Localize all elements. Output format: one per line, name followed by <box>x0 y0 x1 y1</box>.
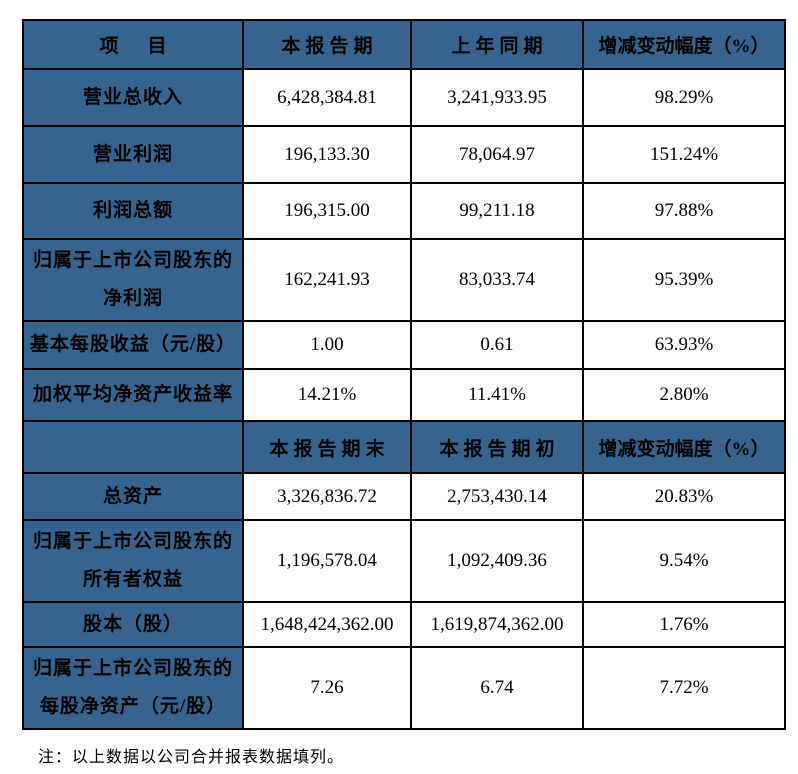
cell-value: 20.83% <box>582 472 786 521</box>
row-label-basic-eps: 基本每股收益（元/股） <box>22 320 244 370</box>
header-row-period: 项 目 本报告期 上年同期 增减变动幅度（%） <box>22 19 786 70</box>
footnote: 注：以上数据以公司合并报表数据填列。 <box>38 749 345 766</box>
cell-value: 1.76% <box>582 601 786 648</box>
table-row: 加权平均净资产收益率 14.21% 11.41% 2.80% <box>22 368 786 422</box>
cell-value: 2.80% <box>582 368 786 422</box>
cell-value: 6.74 <box>410 646 584 730</box>
cell-value: 83,033.74 <box>410 238 584 322</box>
cell-value: 99,211.18 <box>410 182 584 240</box>
row-label-net-profit-attributable: 归属于上市公司股东的 净利润 <box>22 238 244 322</box>
cell-value: 151.24% <box>582 125 786 184</box>
col-header-change-pct-2: 增减变动幅度（%） <box>582 420 786 474</box>
col-header-prior-period: 上年同期 <box>410 19 584 70</box>
table-row: 营业利润 196,133.30 78,064.97 151.24% <box>22 125 786 184</box>
cell-value: 14.21% <box>242 368 412 422</box>
cell-value: 3,326,836.72 <box>242 472 412 521</box>
row-label-operating-profit: 营业利润 <box>22 125 244 184</box>
cell-value: 0.61 <box>410 320 584 370</box>
cell-value: 7.72% <box>582 646 786 730</box>
row-label-share-capital: 股本（股） <box>22 601 244 648</box>
cell-value: 2,753,430.14 <box>410 472 584 521</box>
col-header-current-period: 本报告期 <box>242 19 412 70</box>
table-row: 股本（股） 1,648,424,362.00 1,619,874,362.00 … <box>22 601 786 648</box>
cell-value: 1.00 <box>242 320 412 370</box>
cell-value: 7.26 <box>242 646 412 730</box>
cell-value: 196,133.30 <box>242 125 412 184</box>
table-row: 归属于上市公司股东的 每股净资产（元/股） 7.26 6.74 7.72% <box>22 646 786 730</box>
cell-value: 98.29% <box>582 68 786 127</box>
cell-value: 3,241,933.95 <box>410 68 584 127</box>
table-row: 归属于上市公司股东的 所有者权益 1,196,578.04 1,092,409.… <box>22 519 786 603</box>
cell-value: 97.88% <box>582 182 786 240</box>
row-label-weighted-roe: 加权平均净资产收益率 <box>22 368 244 422</box>
table-row: 总资产 3,326,836.72 2,753,430.14 20.83% <box>22 472 786 521</box>
cell-value: 9.54% <box>582 519 786 603</box>
cell-value: 162,241.93 <box>242 238 412 322</box>
cell-value: 11.41% <box>410 368 584 422</box>
cell-value: 1,196,578.04 <box>242 519 412 603</box>
cell-value: 196,315.00 <box>242 182 412 240</box>
table-row: 归属于上市公司股东的 净利润 162,241.93 83,033.74 95.3… <box>22 238 786 322</box>
row-label-total-profit: 利润总额 <box>22 182 244 240</box>
cell-value: 1,619,874,362.00 <box>410 601 584 648</box>
cell-value: 63.93% <box>582 320 786 370</box>
cell-value: 6,428,384.81 <box>242 68 412 127</box>
col-header-item: 项 目 <box>22 19 244 70</box>
row-label-total-revenue: 营业总收入 <box>22 68 244 127</box>
header-row-balance: 本报告期末 本报告期初 增减变动幅度（%） <box>22 420 786 474</box>
cell-value: 78,064.97 <box>410 125 584 184</box>
row-label-owners-equity-attributable: 归属于上市公司股东的 所有者权益 <box>22 519 244 603</box>
table-row: 营业总收入 6,428,384.81 3,241,933.95 98.29% <box>22 68 786 127</box>
cell-value: 1,092,409.36 <box>410 519 584 603</box>
col-header-period-start: 本报告期初 <box>410 420 584 474</box>
col-header-blank <box>22 420 244 474</box>
financial-summary-table: 项 目 本报告期 上年同期 增减变动幅度（%） 营业总收入 6,428,384.… <box>22 19 786 730</box>
col-header-change-pct: 增减变动幅度（%） <box>582 19 786 70</box>
table-row: 基本每股收益（元/股） 1.00 0.61 63.93% <box>22 320 786 370</box>
row-label-net-assets-per-share: 归属于上市公司股东的 每股净资产（元/股） <box>22 646 244 730</box>
table-row: 利润总额 196,315.00 99,211.18 97.88% <box>22 182 786 240</box>
report-page: 项 目 本报告期 上年同期 增减变动幅度（%） 营业总收入 6,428,384.… <box>0 19 798 774</box>
cell-value: 1,648,424,362.00 <box>242 601 412 648</box>
cell-value: 95.39% <box>582 238 786 322</box>
col-header-period-end: 本报告期末 <box>242 420 412 474</box>
row-label-total-assets: 总资产 <box>22 472 244 521</box>
